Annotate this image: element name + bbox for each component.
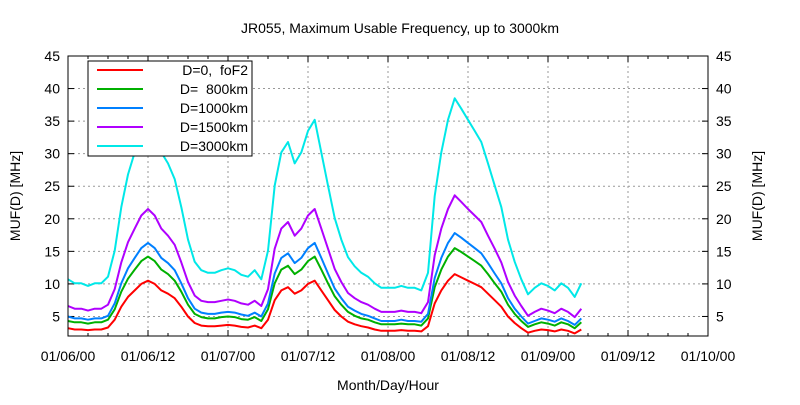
x-tick-label: 01/10/00	[681, 348, 736, 364]
y-tick-label-left: 35	[44, 113, 60, 129]
series-line-3	[67, 194, 583, 319]
x-tick-label: 01/08/12	[441, 348, 496, 364]
y-tick-label-left: 15	[44, 243, 60, 259]
legend: D=0, foF2 D= 800km D=1000km D=1500km D=3000k…	[87, 60, 253, 157]
x-tick-label: 01/09/00	[521, 348, 576, 364]
legend-label-3: D=1500km	[180, 119, 248, 135]
x-tick-label: 01/06/00	[41, 348, 96, 364]
y-tick-label-right: 5	[716, 308, 724, 324]
y-tick-label-right: 15	[716, 243, 732, 259]
series-line-0	[67, 273, 582, 335]
y-tick-label-left: 40	[44, 81, 60, 97]
plot-frame	[67, 55, 709, 337]
y-axis-label-left: MUF(D) [MHz]	[7, 151, 23, 241]
series-line-2	[67, 232, 583, 326]
x-tick-label: 01/07/00	[201, 348, 256, 364]
legend-label-0: D=0, foF2	[182, 62, 248, 78]
legend-label-2: D=1000km	[180, 100, 248, 116]
x-axis-label: Month/Day/Hour	[337, 377, 439, 393]
chart-title: JR055, Maximum Usable Frequency, up to 3…	[241, 20, 559, 36]
y-tick-label-right: 30	[716, 146, 732, 162]
y-tick-label-left: 45	[44, 48, 60, 64]
x-tick-label: 01/07/12	[281, 348, 336, 364]
x-tick-label: 01/06/12	[121, 348, 176, 364]
y-tick-label-right: 35	[716, 113, 732, 129]
y-tick-label-right: 25	[716, 178, 732, 194]
y-tick-label-left: 5	[52, 308, 60, 324]
y-tick-label-left: 25	[44, 178, 60, 194]
legend-label-4: D=3000km	[180, 138, 248, 154]
y-tick-label-right: 10	[716, 276, 732, 292]
y-tick-label-right: 40	[716, 81, 732, 97]
axis-ticks: 01/06/00 01/06/12 01/07/00 01/07/12 01/08/00…	[41, 48, 736, 364]
legend-label-1: D= 800km	[180, 81, 248, 97]
y-tick-label-left: 10	[44, 276, 60, 292]
series-line-1	[67, 247, 582, 330]
y-tick-label-left: 20	[44, 211, 60, 227]
y-tick-label-right: 45	[716, 48, 732, 64]
x-tick-label: 01/09/12	[601, 348, 656, 364]
y-tick-label-right: 20	[716, 211, 732, 227]
y-axis-label-right: MUF(D) [MHz]	[749, 151, 765, 241]
x-tick-label: 01/08/00	[361, 348, 416, 364]
y-tick-label-left: 30	[44, 146, 60, 162]
